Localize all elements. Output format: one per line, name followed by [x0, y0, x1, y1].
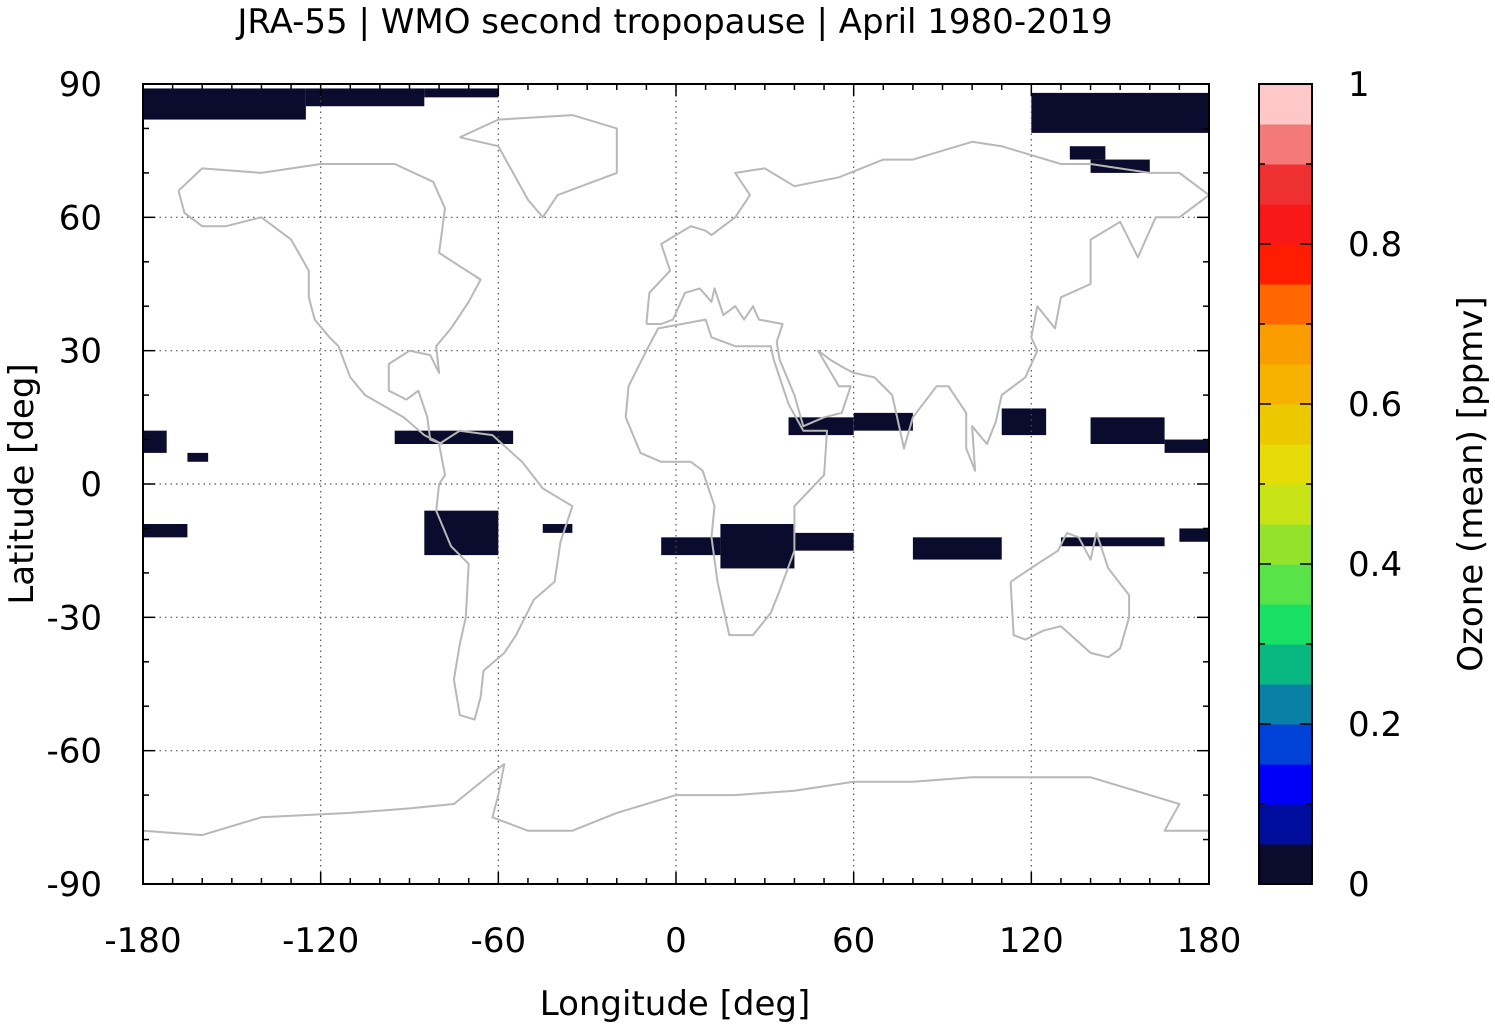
- colorbar-segment: [1259, 684, 1312, 725]
- colorbar-tick-label: 0.6: [1348, 385, 1402, 425]
- x-axis-label: Longitude [deg]: [540, 984, 811, 1024]
- data-cell-1: [305, 88, 425, 107]
- x-tick-label: -60: [471, 921, 527, 961]
- colorbar-tick-labels: 0 0.2 0.4 0.6 0.8 1: [1348, 65, 1402, 905]
- data-cell-17: [794, 532, 854, 551]
- colorbar-segment: [1259, 364, 1312, 405]
- data-cell-21: [1090, 159, 1150, 173]
- colorbar: [1258, 83, 1313, 885]
- data-cell-5: [187, 452, 209, 462]
- data-cell-20: [1179, 528, 1209, 542]
- y-tick-label: 0: [80, 465, 102, 505]
- coastline-africa: [624, 318, 828, 637]
- colorbar-tick-label: 0: [1348, 865, 1370, 905]
- y-axis-label: Latitude [deg]: [2, 363, 42, 604]
- coastlines: [142, 114, 1210, 837]
- coastline-eurasia: [645, 140, 1210, 472]
- colorbar-segment: [1259, 204, 1312, 245]
- colorbar-segment: [1259, 284, 1312, 325]
- colorbar-label: Ozone (mean) [ppmv]: [1451, 296, 1491, 671]
- colorbar-segment: [1259, 764, 1312, 805]
- data-cell-22: [1069, 146, 1106, 160]
- y-tick-labels: -90 -60 -30 0 30 60 90: [46, 65, 102, 905]
- y-tick-label: -90: [46, 865, 102, 905]
- data-cell-8: [853, 412, 913, 431]
- y-tick-label: 90: [59, 65, 102, 105]
- x-tick-label: 180: [1177, 921, 1242, 961]
- y-tick-label: 60: [59, 198, 102, 238]
- data-cell-11: [1164, 439, 1209, 453]
- colorbar-segment: [1259, 324, 1312, 365]
- data-cell-2: [424, 88, 499, 98]
- data-cell-13: [424, 510, 499, 556]
- x-tick-label: 60: [832, 921, 875, 961]
- data-cell-3: [1031, 92, 1209, 133]
- colorbar-segment: [1259, 164, 1312, 205]
- colorbar-segment: [1259, 404, 1312, 445]
- colorbar-segment: [1259, 644, 1312, 685]
- coastline-south-america: [435, 429, 574, 721]
- y-tick-label: 30: [59, 332, 102, 372]
- colorbar-segment: [1259, 84, 1312, 125]
- colorbar-segment: [1259, 844, 1312, 885]
- colorbar-tick-label: 0.8: [1348, 225, 1402, 265]
- data-cell-10: [1090, 417, 1165, 444]
- coastline-australia: [1009, 531, 1131, 659]
- x-tick-label: 120: [999, 921, 1064, 961]
- coastline-greenland: [459, 114, 618, 219]
- data-cells: [143, 88, 1209, 569]
- data-cell-9: [1001, 408, 1047, 436]
- x-tick-label: 0: [665, 921, 687, 961]
- colorbar-segment: [1259, 724, 1312, 765]
- y-tick-label: -60: [46, 732, 102, 772]
- x-tick-label: -180: [104, 921, 181, 961]
- data-cell-12: [143, 524, 188, 538]
- colorbar-segment: [1259, 524, 1312, 565]
- colorbar-segment: [1259, 444, 1312, 485]
- colorbar-segment: [1259, 484, 1312, 525]
- data-cell-4: [143, 430, 167, 453]
- colorbar-segment: [1259, 244, 1312, 285]
- data-cell-19: [1060, 537, 1165, 547]
- data-cell-0: [143, 88, 306, 120]
- data-cell-16: [720, 524, 795, 569]
- data-cell-18: [912, 537, 1002, 560]
- colorbar-segment: [1259, 804, 1312, 845]
- grid-lines: [143, 84, 1209, 884]
- colorbar-tick-label: 1: [1348, 65, 1370, 105]
- coastline-antarctica: [142, 763, 1209, 837]
- y-tick-label: -30: [46, 598, 102, 638]
- data-cell-14: [542, 524, 573, 533]
- colorbar-tick-label: 0.2: [1348, 705, 1402, 745]
- colorbar-tick-label: 0.4: [1348, 545, 1402, 585]
- colorbar-segment: [1259, 564, 1312, 605]
- coastline-north-america: [177, 163, 482, 445]
- axis-ticks: [142, 83, 1210, 885]
- chart-title: JRA-55 | WMO second tropopause | April 1…: [235, 2, 1112, 42]
- colorbar-segment: [1259, 124, 1312, 165]
- x-tick-labels: -180 -120 -60 0 60 120 180: [104, 921, 1241, 961]
- colorbar-segment: [1259, 604, 1312, 645]
- x-tick-label: -120: [282, 921, 359, 961]
